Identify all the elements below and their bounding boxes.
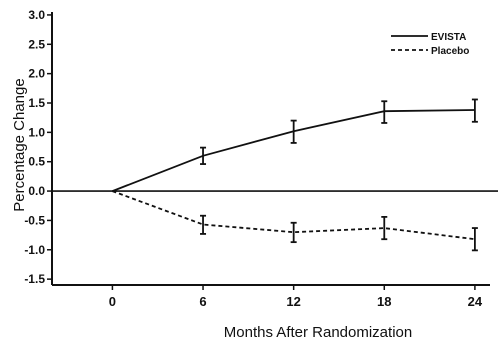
y-tick-label: 1.0 <box>28 125 45 139</box>
error-bar-evista <box>471 98 478 123</box>
x-tick-label: 24 <box>468 294 483 309</box>
error-bar-placebo <box>200 214 207 235</box>
y-tick-label: 2.5 <box>28 37 45 51</box>
x-tick-label: 0 <box>109 294 116 309</box>
error-bar-placebo <box>471 227 478 252</box>
y-tick-label: 0.0 <box>28 184 45 198</box>
error-bar-placebo <box>290 221 297 244</box>
error-bar-evista <box>290 119 297 144</box>
series-line-placebo <box>112 190 476 241</box>
x-tick-label: 18 <box>377 294 391 309</box>
x-axis-title: Months After Randomization <box>224 324 412 341</box>
y-tick-label: -0.5 <box>24 213 45 227</box>
axes-group: 3.0 2.5 2.0 1.5 1.0 0.5 0.0 -0.5 -1.0 -1.5 0 6 12 18 2… <box>24 8 490 309</box>
y-tick-label: -1.5 <box>24 272 45 286</box>
y-tick-label: -1.0 <box>24 243 45 257</box>
legend: EVISTA Placebo <box>391 32 469 57</box>
y-tick-label: 0.5 <box>28 155 45 169</box>
error-bar-placebo <box>381 215 388 241</box>
y-tick-label: 3.0 <box>28 8 45 22</box>
error-bar-evista <box>200 146 207 165</box>
y-axis-title: Percentage Change <box>11 78 28 211</box>
y-tick-label: 2.0 <box>28 67 45 81</box>
legend-label-evista: EVISTA <box>431 32 466 43</box>
x-tick-label: 12 <box>286 294 300 309</box>
y-tick-label: 1.5 <box>28 96 45 110</box>
x-tick-label: 6 <box>199 294 206 309</box>
error-bar-evista <box>381 100 388 124</box>
series-group <box>112 98 478 252</box>
legend-label-placebo: Placebo <box>431 46 469 57</box>
